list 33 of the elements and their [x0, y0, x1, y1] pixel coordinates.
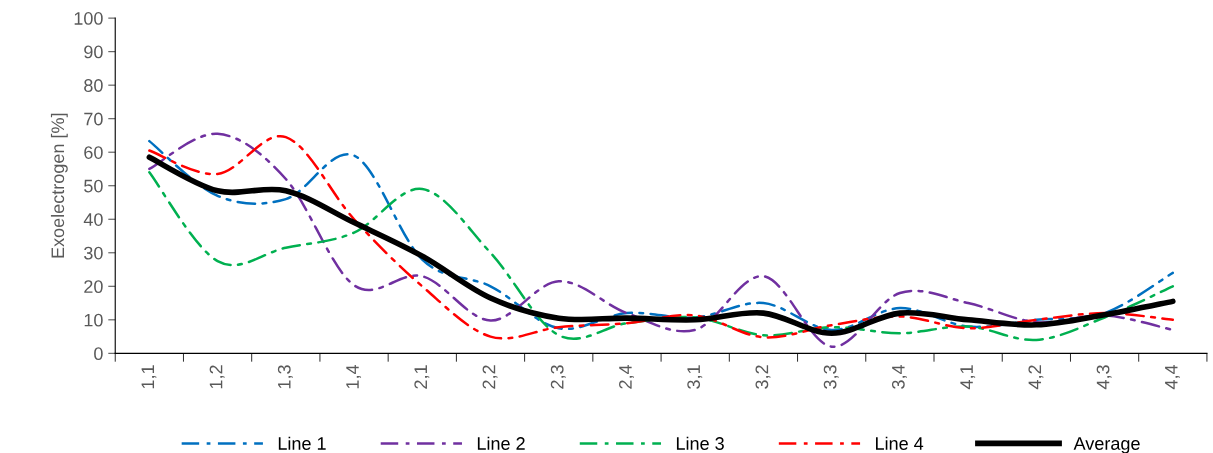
y-tick-label: 20 [84, 280, 103, 294]
y-tick-label: 90 [84, 45, 103, 59]
x-tick-label: 1,2 [209, 365, 225, 389]
y-tick-label: 60 [84, 146, 103, 159]
x-tick-label: 2,3 [550, 365, 566, 389]
x-tick-label: 1,3 [277, 365, 293, 389]
x-tick-label: 3,3 [823, 365, 839, 389]
y-tick-label: 10 [84, 313, 103, 327]
y-tick-label: 0 [94, 347, 103, 361]
x-tick-label: 4,1 [960, 365, 976, 390]
x-tick-label: 3,4 [891, 364, 907, 389]
x-tick-label: 3,1 [687, 365, 703, 389]
x-tick-label: 2,1 [414, 365, 430, 389]
x-tick-label: 4,2 [1028, 365, 1044, 390]
legend-label: Line 4 [876, 436, 924, 450]
legend-label: Line 1 [278, 436, 326, 450]
x-tick-label: 3,2 [755, 365, 771, 389]
x-tick-label: 1,1 [141, 365, 157, 389]
y-tick-label: 100 [74, 12, 103, 25]
x-tick-label: 2,4 [619, 364, 634, 389]
x-tick-label: 1,4 [346, 364, 362, 389]
y-tick-label: 50 [84, 179, 103, 193]
y-tick-label: 70 [84, 112, 103, 126]
x-tick-label: 4,3 [1096, 365, 1112, 390]
y-tick-label: 40 [83, 213, 103, 226]
legend-label: Line 3 [676, 436, 724, 450]
legend-label: Line 2 [477, 436, 525, 450]
x-tick-label: 4,4 [1165, 364, 1180, 390]
legend-label: Average [1073, 437, 1140, 453]
y-axis-title: Exoelectrogen [%] [50, 113, 68, 258]
y-tick-label: 80 [84, 79, 103, 92]
y-tick-label: 30 [84, 246, 103, 260]
x-tick-label: 2,2 [482, 365, 498, 389]
